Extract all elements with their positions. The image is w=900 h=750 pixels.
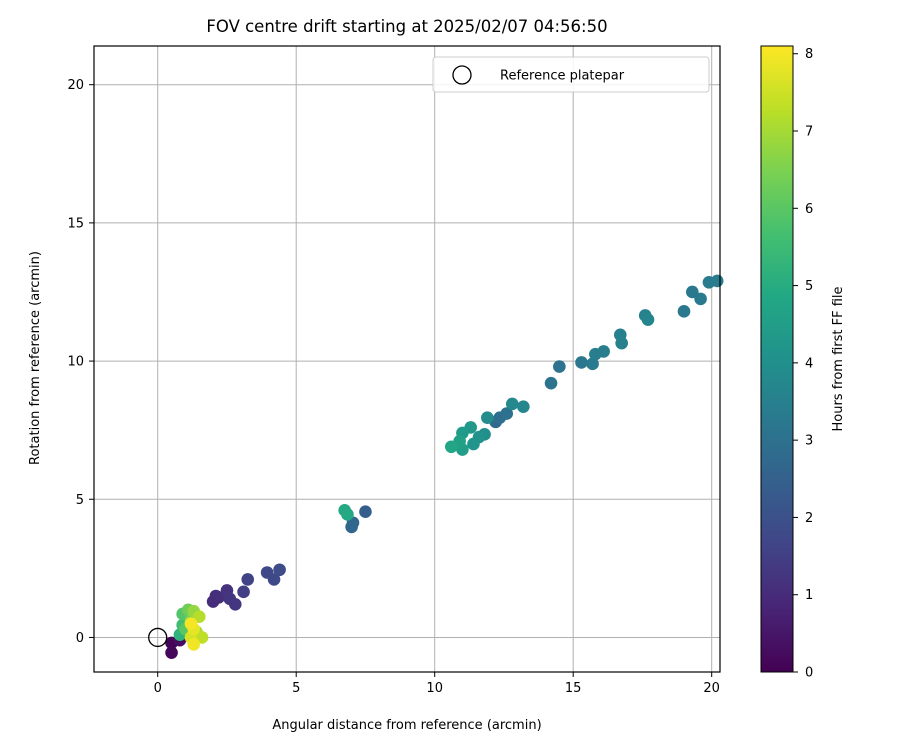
data-point (597, 345, 610, 358)
grid (94, 46, 720, 672)
y-tick-label: 10 (67, 355, 84, 370)
data-point (241, 573, 255, 586)
data-point (710, 274, 724, 288)
colorbar-tick-label: 8 (805, 47, 813, 62)
data-point (553, 360, 566, 373)
data-point (273, 563, 286, 577)
data-points (148, 274, 724, 659)
data-point (237, 585, 250, 599)
data-point (505, 397, 519, 411)
data-point (212, 591, 225, 604)
colorbar-tick-label: 0 (805, 666, 813, 681)
data-point (192, 610, 206, 624)
legend-label: Reference platepar (500, 69, 625, 84)
colorbar-tick-label: 4 (805, 356, 813, 371)
colorbar-tick-label: 5 (805, 279, 813, 294)
x-tick-label: 20 (703, 681, 720, 696)
data-point (544, 376, 558, 390)
x-axis-label: Angular distance from reference (arcmin) (272, 718, 541, 733)
reference-platepar-point (148, 627, 168, 648)
x-tick-label: 10 (426, 681, 443, 696)
data-point (184, 617, 198, 630)
data-point (575, 356, 588, 369)
data-point (467, 437, 480, 451)
data-point (228, 597, 242, 611)
x-tick-label: 15 (565, 681, 582, 696)
y-tick-label: 15 (67, 216, 84, 231)
data-point (267, 573, 281, 586)
data-point (500, 407, 514, 420)
data-point (615, 336, 628, 350)
y-tick-label: 20 (67, 78, 84, 93)
data-point (359, 505, 372, 518)
data-point (445, 440, 458, 454)
data-point (338, 504, 351, 517)
x-tick-label: 0 (154, 681, 162, 696)
y-tick-label: 5 (76, 493, 84, 508)
colorbar-tick-label: 2 (805, 511, 813, 526)
colorbar-tick-label: 7 (805, 125, 813, 140)
colorbar-gradient (760, 45, 794, 673)
colorbar: 0 1 2 3 4 5 6 7 8 Hours from first FF file (760, 45, 846, 681)
colorbar-ticks: 0 1 2 3 4 5 6 7 8 (793, 47, 813, 681)
legend: Reference platepar (432, 56, 710, 93)
reference-platepar-marker (452, 65, 472, 85)
y-tick-label: 0 (76, 631, 84, 646)
data-point (195, 631, 209, 644)
data-point (694, 292, 707, 306)
y-axis-label: Rotation from reference (arcmin) (28, 251, 43, 465)
legend-box (432, 56, 710, 93)
data-point (641, 313, 655, 326)
data-point (686, 285, 699, 299)
colorbar-label: Hours from first FF file (831, 286, 846, 431)
x-tick-label: 5 (292, 681, 300, 696)
plot-frame (93, 45, 721, 673)
axis-ticks: 0 5 10 15 20 0 5 10 15 20 (67, 78, 720, 696)
data-point (677, 305, 691, 318)
colorbar-tick-label: 1 (805, 588, 813, 603)
data-point (517, 400, 530, 413)
data-point (586, 357, 599, 371)
data-point (187, 638, 201, 651)
colorbar-tick-label: 3 (805, 434, 813, 449)
data-point (481, 411, 494, 425)
chart-title: FOV centre drift starting at 2025/02/07 … (206, 17, 607, 36)
data-point (165, 646, 178, 659)
data-point (345, 520, 358, 534)
colorbar-tick-label: 6 (805, 202, 813, 217)
